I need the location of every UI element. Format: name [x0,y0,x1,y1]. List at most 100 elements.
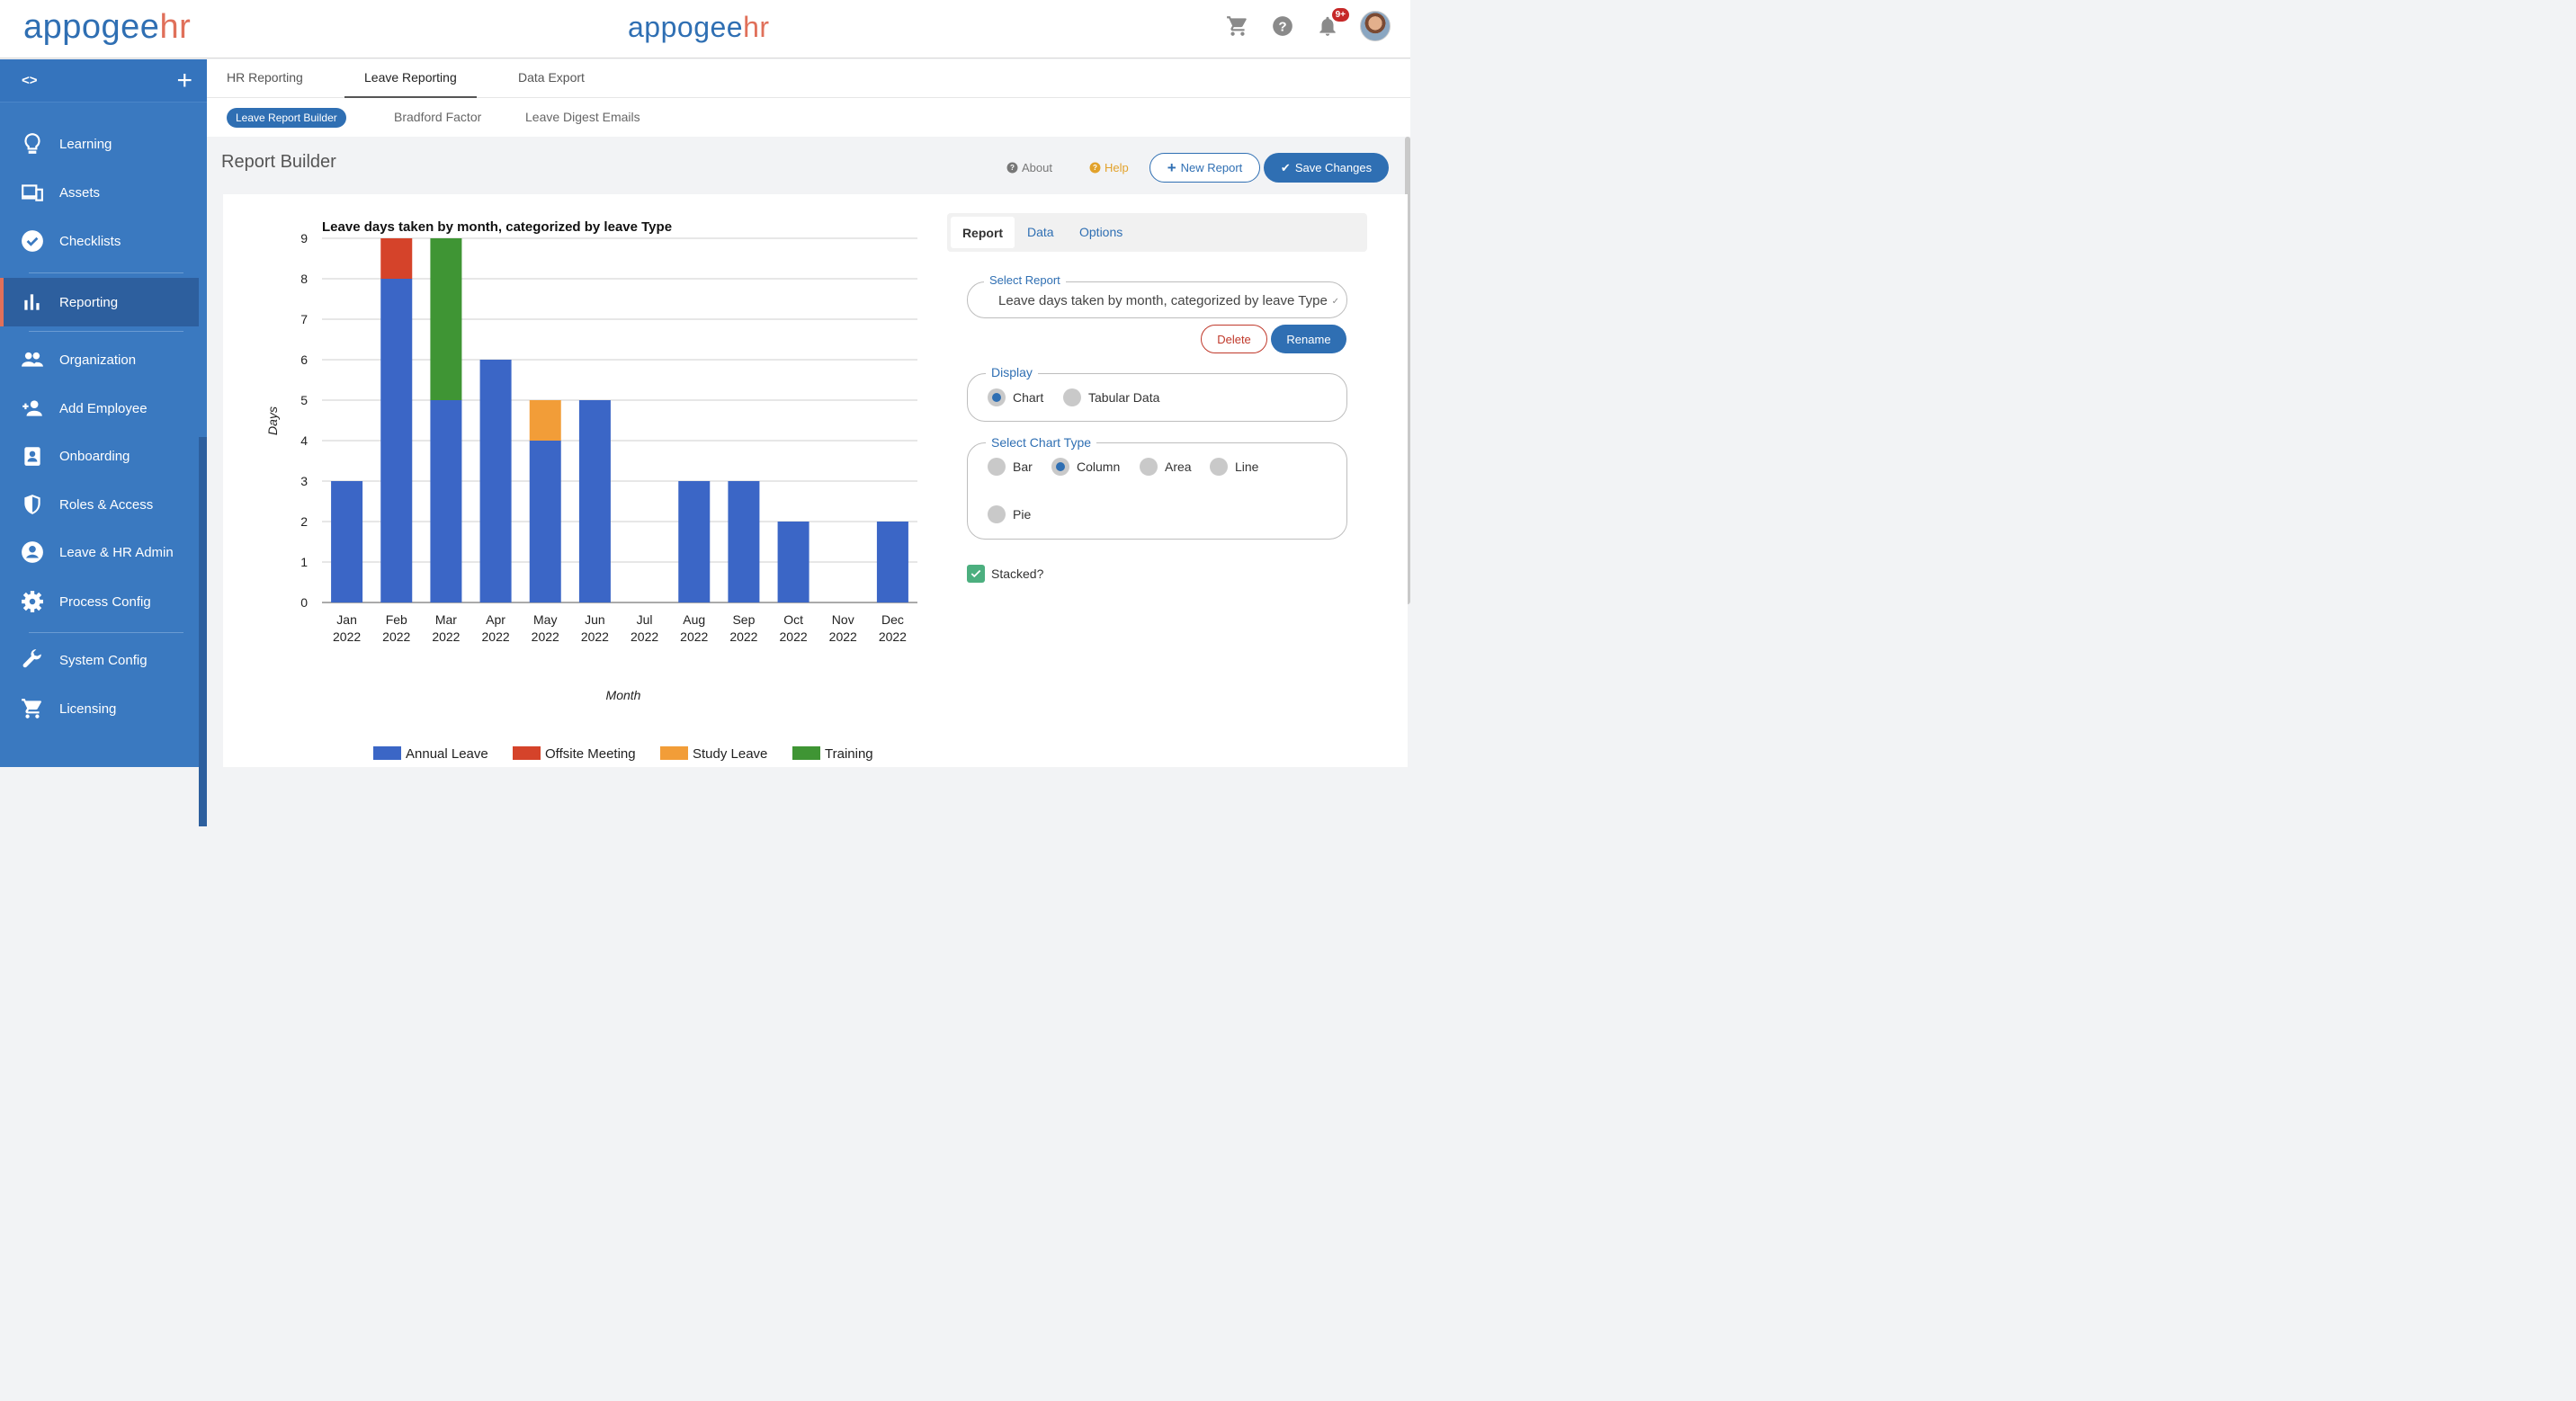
delete-button[interactable]: Delete [1201,325,1267,353]
rename-button[interactable]: Rename [1271,325,1346,353]
tab-leave-reporting[interactable]: Leave Reporting [364,70,457,85]
x-tick-label: 2022 [482,629,510,644]
radio-button[interactable] [988,458,1006,476]
sidebar-item-label: Licensing [59,700,117,717]
panel-tab-data[interactable]: Data [1027,225,1054,239]
x-tick-label: Jun [585,612,605,627]
sidebar-item-leave-and-hr-admin[interactable]: Leave & HR Admin [0,528,199,576]
subtab-leave-report-builder[interactable]: Leave Report Builder [227,108,346,128]
display-group [967,373,1347,422]
sidebar-scrollbar[interactable] [199,437,207,826]
y-tick-label: 3 [300,474,308,488]
chart-type-pie-label: Pie [1013,507,1032,522]
brand-logo[interactable]: appogeehr [23,8,191,47]
x-tick-label: Mar [435,612,457,627]
panel-tab-report[interactable]: Report [951,217,1015,248]
sidebar-item-learning[interactable]: Learning [0,120,199,168]
display-tabular-option[interactable]: Tabular Data [1063,388,1159,406]
bar-segment [430,400,462,602]
x-tick-label: 2022 [333,629,361,644]
subtab-leave-digest-emails[interactable]: Leave Digest Emails [525,110,640,124]
people-icon [20,347,45,372]
x-tick-label: 2022 [780,629,808,644]
check-icon: ✔ [1280,160,1291,174]
active-tab-indicator [344,96,477,98]
y-tick-label: 5 [300,393,308,407]
cart-icon[interactable] [1225,13,1250,39]
sidebar-item-label: Leave & HR Admin [59,544,174,560]
company-logo-part2: hr [743,11,770,43]
main-tabs: HR Reporting Leave Reporting Data Export [207,59,1410,98]
y-axis-label: Days [265,406,280,435]
subtab-bradford-factor[interactable]: Bradford Factor [394,110,482,124]
new-report-button[interactable]: + New Report [1149,153,1260,183]
sidebar-item-reporting[interactable]: Reporting [0,278,199,326]
check-icon [970,569,981,578]
tab-hr-reporting[interactable]: HR Reporting [227,70,303,85]
panel-tabs: Report Data Options [947,213,1367,252]
sidebar-item-system-config[interactable]: System Config [0,636,199,684]
sidebar-item-process-config[interactable]: Process Config [0,577,199,626]
sidebar-item-onboarding[interactable]: Onboarding [0,432,199,480]
sidebar-item-add-employee[interactable]: Add Employee [0,384,199,433]
bell-icon[interactable]: 9+ [1315,8,1349,39]
chart-type-pie[interactable]: Pie [988,505,1031,523]
add-icon[interactable]: + [176,65,192,95]
help-icon[interactable]: ? [1270,13,1295,39]
bar-chart-icon [20,290,45,315]
sidebar-item-assets[interactable]: Assets [0,168,199,217]
x-tick-label: 2022 [631,629,658,644]
user-avatar[interactable] [1360,11,1391,41]
panel-tab-options[interactable]: Options [1079,225,1123,239]
radio-button[interactable] [1063,388,1081,406]
tab-data-export[interactable]: Data Export [518,70,585,85]
chart-type-column[interactable]: Column [1051,458,1120,476]
check-circle-icon [20,228,45,254]
save-changes-button[interactable]: ✔ Save Changes [1264,153,1389,183]
help-link[interactable]: ? Help [1089,161,1129,174]
brand-logo-part1: appogee [23,8,160,46]
company-logo-part1: appogee [628,11,744,43]
devices-icon [20,180,45,205]
bar-segment [529,441,561,602]
sidebar-item-checklists[interactable]: Checklists [0,217,199,265]
chevron-down-icon: ✓ [1331,297,1339,307]
sidebar-collapse-toggle[interactable]: <> [22,73,38,88]
stacked-checkbox[interactable] [967,565,985,583]
y-tick-label: 1 [300,555,308,569]
radio-button[interactable] [988,505,1006,523]
radio-button[interactable] [1051,458,1069,476]
y-tick-label: 2 [300,514,308,529]
report-card: Leave days taken by month, categorized b… [223,194,1408,767]
wrench-icon [20,647,45,673]
radio-button[interactable] [1210,458,1228,476]
radio-button[interactable] [988,388,1006,406]
radio-button[interactable] [1140,458,1158,476]
chart-type-area[interactable]: Area [1140,458,1192,476]
sidebar-item-licensing[interactable]: Licensing [0,684,199,733]
sidebar-item-label: System Config [59,652,148,668]
lightbulb-icon [20,131,45,156]
bar-segment [728,481,760,602]
select-report-dropdown[interactable]: Leave days taken by month, categorized b… [967,281,1347,318]
bar-segment [331,481,363,602]
sidebar-item-roles-and-access[interactable]: Roles & Access [0,480,199,529]
sidebar-item-label: Process Config [59,593,151,610]
x-tick-label: 2022 [581,629,609,644]
y-tick-label: 7 [300,312,308,326]
bar-segment [777,522,809,602]
legend-label: Offsite Meeting [545,746,636,762]
sidebar-item-organization[interactable]: Organization [0,335,199,384]
display-tabular-label: Tabular Data [1088,390,1160,405]
gear-icon [20,589,45,614]
shield-icon [20,492,45,517]
bar-segment [479,360,512,602]
chart-type-line[interactable]: Line [1210,458,1258,476]
chart-type-bar[interactable]: Bar [988,458,1033,476]
brand-logo-part2: hr [159,8,192,46]
x-tick-label: 2022 [382,629,410,644]
page-scrollbar[interactable] [1405,137,1410,604]
about-link[interactable]: ? About [1006,161,1052,174]
chart-title: Leave days taken by month, categorized b… [322,219,672,235]
display-chart-option[interactable]: Chart [988,388,1043,406]
